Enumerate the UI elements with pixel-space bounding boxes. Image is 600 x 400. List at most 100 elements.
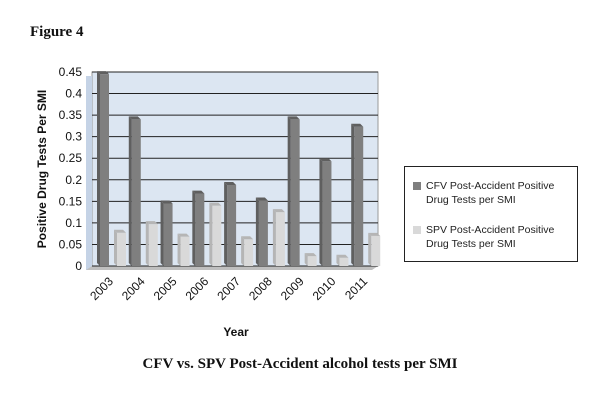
bar-side xyxy=(128,116,132,266)
bar-side xyxy=(368,232,372,266)
bar-front xyxy=(322,161,332,266)
bar-side xyxy=(224,181,228,266)
bar-front xyxy=(227,184,237,266)
x-tick-label: 2005 xyxy=(151,274,180,303)
bar-front xyxy=(339,257,349,266)
y-tick-label: 0 xyxy=(75,259,82,273)
bar-cfv xyxy=(351,123,364,266)
bar-top xyxy=(209,202,222,206)
bar-top xyxy=(368,232,381,236)
bar-spv xyxy=(145,221,158,266)
legend-label-cfv: CFV Post-Accident Positive Drug Tests pe… xyxy=(426,180,555,206)
bar-side xyxy=(336,254,340,266)
bar-side xyxy=(114,229,117,266)
bar-front xyxy=(148,224,158,266)
bar-top xyxy=(128,116,141,120)
plot-floor xyxy=(86,266,378,270)
y-tick-label: 0.25 xyxy=(59,151,83,165)
bar-cfv xyxy=(255,197,268,266)
bar-spv xyxy=(368,232,381,266)
y-tick-label: 0.35 xyxy=(59,108,83,122)
x-tick-label: 2010 xyxy=(310,274,339,303)
y-tick-label: 0.4 xyxy=(65,87,82,101)
bar-top xyxy=(255,197,268,201)
plot-side-wall xyxy=(86,76,92,270)
bar-side xyxy=(351,123,355,266)
bar-side xyxy=(287,116,291,266)
bar-spv xyxy=(304,253,317,266)
legend-item-cfv: CFV Post-Accident Positive Drug Tests pe… xyxy=(413,179,571,207)
bar-side xyxy=(145,221,149,266)
bar-spv xyxy=(209,202,222,266)
bar-side xyxy=(304,253,308,266)
bar-front xyxy=(275,212,285,266)
bar-side xyxy=(209,202,213,266)
bar-side xyxy=(97,71,100,267)
legend-item-spv: SPV Post-Accident Positive Drug Tests pe… xyxy=(413,223,571,251)
legend-label-spv: SPV Post-Accident Positive Drug Tests pe… xyxy=(426,224,555,250)
bar-top xyxy=(97,71,109,75)
bar-front xyxy=(195,193,205,266)
y-tick-label: 0.1 xyxy=(65,216,82,230)
bar-front xyxy=(307,256,317,266)
x-tick-label: 2006 xyxy=(183,274,212,303)
x-tick-label: 2011 xyxy=(342,274,370,302)
bar-spv xyxy=(241,236,254,266)
bar-top xyxy=(114,229,126,233)
y-tick-labels: 0 0.05 0.1 0.15 0.2 0.25 0.3 0.35 0.4 0.45 xyxy=(59,65,83,273)
legend-swatch-cfv xyxy=(413,182,421,190)
y-tick-label: 0.45 xyxy=(59,65,83,79)
bar-top xyxy=(304,253,317,257)
y-tick-label: 0.3 xyxy=(65,130,82,144)
bar-front xyxy=(163,203,173,266)
bar-top xyxy=(319,158,332,162)
bar-front xyxy=(100,74,109,267)
bar-side xyxy=(272,209,276,266)
bar-top xyxy=(145,221,158,225)
figure-label: Figure 4 xyxy=(30,24,84,40)
bar-front xyxy=(354,126,364,266)
x-tick-labels: 2003 2004 2005 2006 2007 2008 2009 2010 2011 xyxy=(87,274,370,303)
bar-spv xyxy=(114,229,126,266)
bar-front xyxy=(117,232,126,266)
legend-swatch-spv xyxy=(413,226,421,234)
bar-front xyxy=(212,205,222,266)
bar-spv xyxy=(272,209,285,266)
bar-side xyxy=(255,197,259,266)
x-tick-label: 2004 xyxy=(119,274,148,303)
bar-side xyxy=(177,233,181,266)
bar-cfv xyxy=(319,158,332,266)
bar-cfv xyxy=(128,116,141,266)
legend: CFV Post-Accident Positive Drug Tests pe… xyxy=(404,166,578,262)
bar-front xyxy=(131,119,141,266)
x-tick-label: 2003 xyxy=(87,274,116,303)
bars xyxy=(97,71,381,267)
y-axis-title: Positive Drug Tests Per SMI xyxy=(35,90,49,249)
x-axis-title: Year xyxy=(223,325,249,339)
bar-top xyxy=(336,254,349,258)
bar-top xyxy=(287,116,300,120)
bar-top xyxy=(224,181,237,185)
y-tick-label: 0.15 xyxy=(59,194,83,208)
bar-spv xyxy=(336,254,349,266)
x-tick-label: 2008 xyxy=(246,274,275,303)
bar-cfv xyxy=(224,181,237,266)
bar-top xyxy=(351,123,364,127)
bar-front xyxy=(290,119,300,266)
figure-caption: CFV vs. SPV Post-Accident alcohol tests … xyxy=(142,356,458,372)
bar-side xyxy=(160,200,164,266)
y-tick-label: 0.2 xyxy=(65,173,82,187)
bar-front xyxy=(258,200,268,266)
bar-cfv xyxy=(97,71,109,267)
bar-side xyxy=(241,236,245,266)
bar-side xyxy=(192,190,196,266)
bar-side xyxy=(319,158,323,266)
bar-cfv xyxy=(192,190,205,266)
bar-cfv xyxy=(287,116,300,266)
bar-cfv xyxy=(160,200,173,266)
bar-top xyxy=(241,236,254,240)
bar-spv xyxy=(177,233,190,266)
bar-front xyxy=(371,235,381,266)
x-tick-label: 2007 xyxy=(214,274,243,303)
